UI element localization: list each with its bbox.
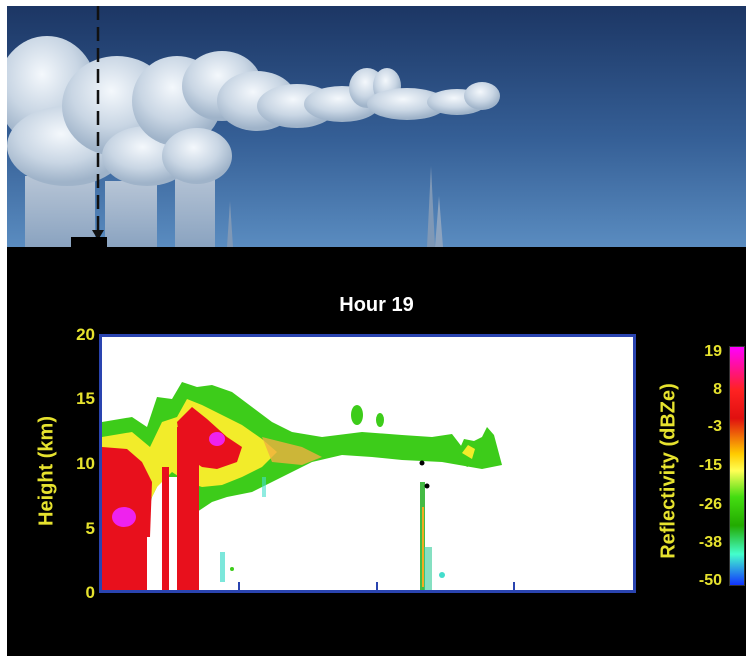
colorbar-tick-label: -3 [707,418,722,435]
figure-frame: Hour 19 Height (km) 0 5 10 15 20 [7,6,746,656]
colorbar [729,346,745,586]
colorbar-tick-label: -50 [698,572,722,589]
colorbar-label: Reflectivity (dBZe) [657,383,680,559]
colorbar-tick-label: 19 [704,343,722,360]
y-tick-label: 5 [85,519,95,538]
reflectivity-field [102,382,515,590]
colorbar-tick-label: -26 [698,496,722,513]
plot-area [99,334,636,593]
y-axis-label: Height (km) [35,416,58,526]
y-tick-label: 15 [76,389,95,408]
chart-title: Hour 19 [339,294,414,316]
colorbar-tick-label: 8 [713,381,722,398]
colorbar-tick-label: -38 [698,534,722,551]
y-tick-label: 10 [76,454,95,473]
y-tick-label: 0 [85,583,95,602]
cloud-scene-illustration [7,6,746,247]
colorbar-tick-label: -15 [698,457,722,474]
y-tick-label: 20 [76,325,95,344]
